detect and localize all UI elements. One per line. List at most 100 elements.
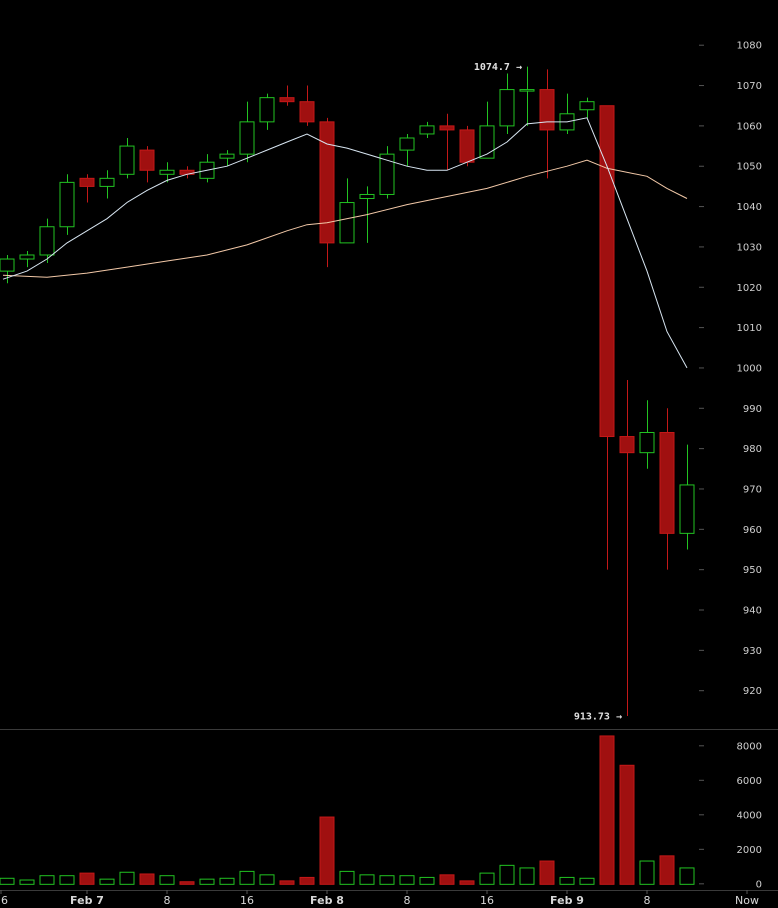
time-tick-label: Feb 9 xyxy=(550,894,584,907)
volume-bar xyxy=(299,876,315,885)
volume-bar xyxy=(599,735,615,885)
volume-bar xyxy=(419,876,435,885)
volume-bar xyxy=(519,867,535,885)
volume-bar xyxy=(279,880,295,885)
volume-bar xyxy=(199,878,215,885)
candlesticks xyxy=(0,66,695,716)
price-tick-label: 950 xyxy=(743,565,762,576)
price-tick-label: 920 xyxy=(743,686,762,697)
price-tick-label: 960 xyxy=(743,525,762,536)
time-tick-label: 16 xyxy=(480,894,494,907)
volume-bar xyxy=(39,875,55,885)
volume-bar xyxy=(459,880,475,885)
volume-bar xyxy=(259,874,275,885)
time-tick-label: 16 xyxy=(0,894,8,907)
volume-bar xyxy=(179,881,195,885)
price-tick-label: 1040 xyxy=(737,202,762,213)
volume-bar xyxy=(379,875,395,885)
volume-bar xyxy=(579,877,595,885)
grid-lines xyxy=(0,729,778,891)
candle-body xyxy=(259,97,275,123)
volume-bar xyxy=(19,879,35,885)
volume-bar xyxy=(159,875,175,885)
volume-bar xyxy=(59,875,75,885)
candle-body xyxy=(619,436,635,454)
volume-bar xyxy=(239,870,255,885)
volume-bar xyxy=(0,877,15,885)
candle-body xyxy=(599,105,615,438)
candle-body xyxy=(579,101,595,111)
price-tick-label: 1020 xyxy=(737,283,762,294)
candle-body xyxy=(59,181,75,228)
candle-body xyxy=(0,258,15,272)
price-tick-label: 1050 xyxy=(737,162,762,173)
candle-body xyxy=(359,193,375,200)
price-annotation: 1074.7 → xyxy=(474,62,522,73)
candle-body xyxy=(679,484,695,534)
price-tick-label: 970 xyxy=(743,484,762,495)
price-tick-label: 990 xyxy=(743,404,762,415)
volume-tick-label: 2000 xyxy=(737,845,762,856)
slow-moving-average-line xyxy=(2,159,688,278)
price-tick-label: 1080 xyxy=(737,41,762,52)
candle-body xyxy=(459,129,475,163)
volume-bar xyxy=(559,876,575,885)
volume-bar xyxy=(499,864,515,885)
volume-bar xyxy=(659,855,675,885)
volume-bar xyxy=(619,764,635,885)
candle-body xyxy=(659,431,675,534)
time-tick-label: 16 xyxy=(240,894,254,907)
candle-body xyxy=(379,153,395,195)
volume-bar xyxy=(639,860,655,885)
volume-bar xyxy=(539,860,555,885)
volume-bar xyxy=(359,874,375,885)
candle-body xyxy=(119,145,135,175)
volume-bar xyxy=(479,872,495,885)
volume-tick-label: 8000 xyxy=(737,741,762,752)
candle-body xyxy=(139,149,155,171)
candle-body xyxy=(299,101,315,123)
price-tick-label: 1060 xyxy=(737,121,762,132)
volume-bar xyxy=(319,816,335,885)
volume-bar xyxy=(679,867,695,885)
volume-bar xyxy=(139,873,155,885)
price-tick-label: 1000 xyxy=(737,363,762,374)
price-tick-label: 1010 xyxy=(737,323,762,334)
moving-averages xyxy=(2,117,688,369)
volume-bar xyxy=(99,878,115,885)
candle-body xyxy=(219,153,235,159)
volume-bar xyxy=(79,872,95,885)
fast-moving-average-line xyxy=(2,117,688,369)
candle-body xyxy=(639,431,655,454)
price-tick-label: 930 xyxy=(743,646,762,657)
candle-body xyxy=(419,125,435,135)
time-axis: 16 Feb 7 8 16 Feb 8 8 16 Feb 9 8 Now xyxy=(0,890,759,907)
volume-bar xyxy=(119,871,135,885)
time-tick-label: 8 xyxy=(164,894,171,907)
annotations: 1074.7 → 913.73 → xyxy=(474,62,622,722)
time-tick-label: 8 xyxy=(644,894,651,907)
time-tick-label: Feb 8 xyxy=(310,894,344,907)
candle-body xyxy=(99,177,115,187)
volume-bar xyxy=(399,875,415,885)
candle-body xyxy=(339,202,355,244)
candle-body xyxy=(499,89,515,127)
price-axis: 920 930 940 950 960 970 980 990 1000 1010 1020 1030… xyxy=(699,41,762,697)
candle-body xyxy=(439,125,455,131)
volume-bar xyxy=(439,874,455,885)
price-tick-label: 980 xyxy=(743,444,762,455)
candle-body xyxy=(519,89,535,92)
candle-body xyxy=(79,177,95,187)
price-tick-label: 940 xyxy=(743,606,762,617)
price-tick-label: 1030 xyxy=(737,242,762,253)
time-tick-label: Feb 7 xyxy=(70,894,104,907)
candle-body xyxy=(39,226,55,256)
volume-tick-label: 0 xyxy=(756,879,762,890)
volume-tick-label: 6000 xyxy=(737,776,762,787)
candle-body xyxy=(279,97,295,103)
volume-bars xyxy=(0,735,695,885)
volume-bar xyxy=(219,877,235,885)
candle-body xyxy=(479,125,495,159)
time-tick-label: 8 xyxy=(404,894,411,907)
